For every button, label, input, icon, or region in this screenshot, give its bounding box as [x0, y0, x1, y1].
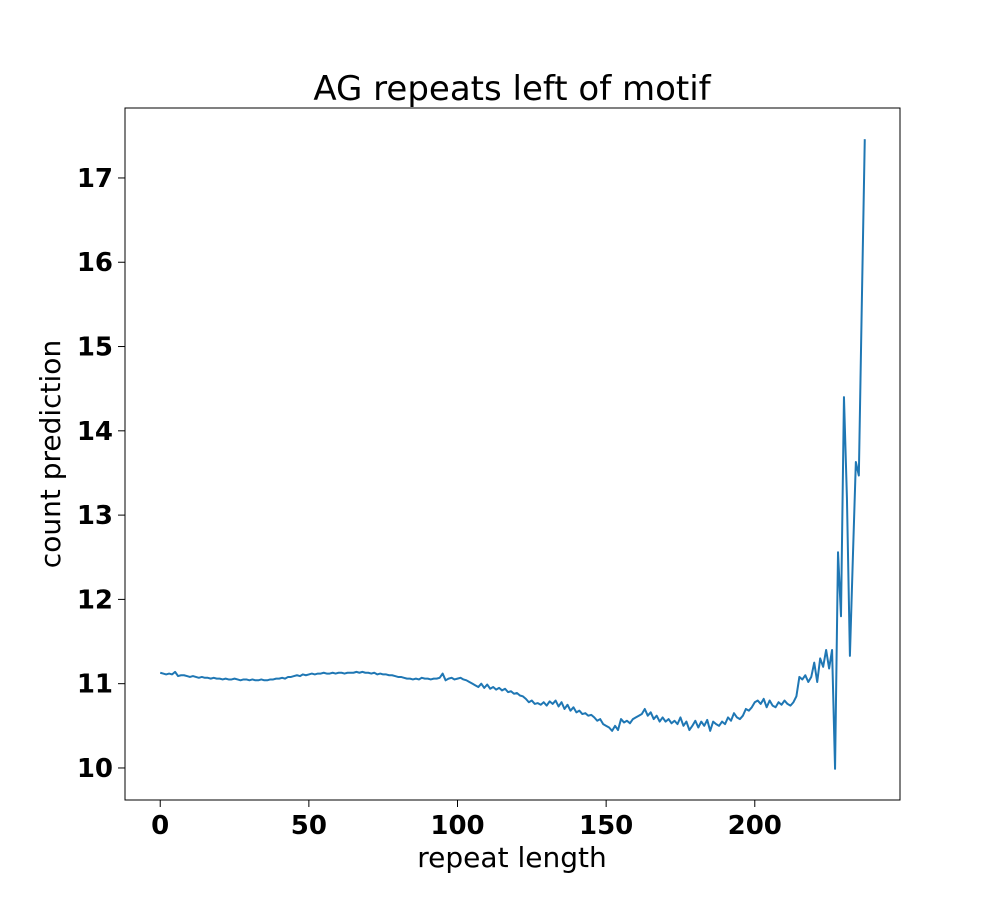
data-line	[159, 139, 866, 770]
chart-title: AG repeats left of motif	[313, 69, 711, 109]
x-tick-label: 50	[291, 811, 327, 841]
x-axis-label: repeat length	[417, 841, 606, 874]
y-axis-label: count prediction	[34, 340, 67, 568]
x-tick-label: 100	[430, 811, 484, 841]
y-tick-label: 10	[77, 754, 113, 784]
y-tick-label: 11	[77, 670, 113, 700]
x-tick-label: 150	[579, 811, 633, 841]
x-tick-label: 200	[728, 811, 782, 841]
y-tick-label: 17	[77, 164, 113, 194]
x-tick-label: 0	[151, 811, 169, 841]
y-tick-label: 15	[77, 333, 113, 363]
y-tick-label: 12	[77, 585, 113, 615]
y-tick-label: 14	[77, 417, 113, 447]
plot-frame	[124, 107, 901, 801]
y-tick-label: 16	[77, 248, 113, 278]
y-tick-label: 13	[77, 501, 113, 531]
